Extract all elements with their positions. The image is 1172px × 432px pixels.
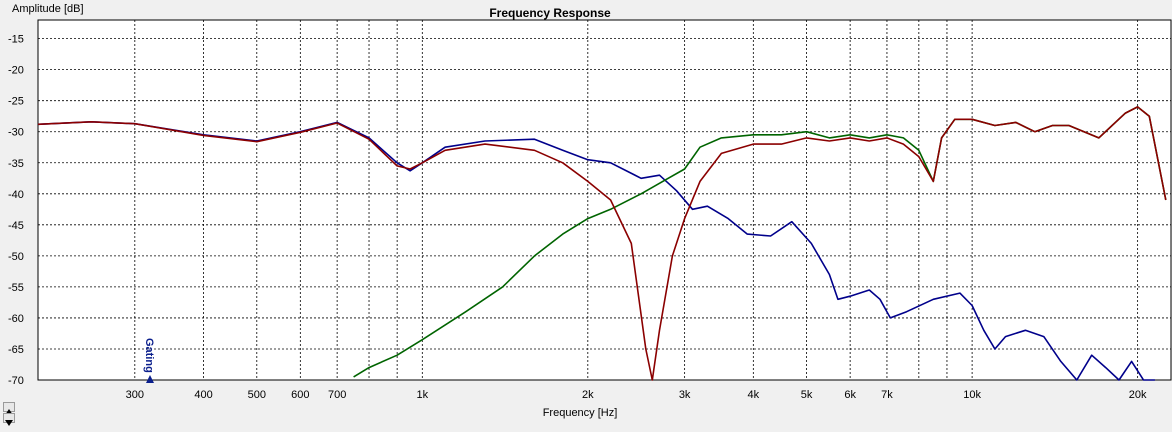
x-tick-label: 20k — [1129, 389, 1147, 401]
y-tick-label: -65 — [8, 344, 24, 356]
y-tick-label: -45 — [8, 220, 24, 232]
arrow-down-icon — [5, 420, 13, 426]
x-tick-label: 600 — [291, 389, 309, 401]
y-axis-label: Amplitude [dB] — [12, 3, 84, 15]
y-tick-label: -50 — [8, 251, 24, 263]
x-tick-label: 4k — [748, 389, 760, 401]
x-tick-label: 2k — [582, 389, 594, 401]
scroll-down-button[interactable] — [3, 413, 15, 426]
gating-label: Gating — [143, 338, 155, 373]
y-ticks: -15 -20 -25 -30 -35 -40 -45 -50 -55 -60 -65 -70 — [8, 34, 24, 387]
x-tick-label: 300 — [126, 389, 144, 401]
grid — [38, 20, 1171, 381]
x-tick-label: 500 — [248, 389, 266, 401]
x-axis-label: Frequency [Hz] — [543, 407, 618, 419]
scroll-up-button[interactable] — [3, 402, 15, 415]
x-tick-label: 400 — [194, 389, 212, 401]
x-tick-label: 3k — [679, 389, 691, 401]
x-ticks: 300 400 500 600 700 1k 2k 3k 4k 5k 6k 7k 10k 20k — [126, 389, 1147, 401]
x-tick-label: 1k — [416, 389, 428, 401]
x-tick-label: 6k — [844, 389, 856, 401]
gating-marker[interactable]: Gating — [143, 338, 155, 383]
chart-title: Frequency Response — [489, 6, 611, 20]
plot-area — [37, 19, 1172, 381]
x-tick-label: 7k — [881, 389, 893, 401]
gating-arrow-icon — [146, 375, 154, 383]
y-tick-label: -60 — [8, 313, 24, 325]
y-tick-label: -15 — [8, 34, 24, 46]
x-tick-label: 5k — [801, 389, 813, 401]
y-tick-label: -40 — [8, 189, 24, 201]
series-line-3 — [37, 106, 1167, 381]
series-group — [37, 106, 1167, 381]
y-tick-label: -35 — [8, 158, 24, 170]
x-tick-label: 10k — [963, 389, 981, 401]
y-tick-label: -70 — [8, 375, 24, 387]
series-line-1 — [37, 121, 1155, 381]
y-tick-label: -55 — [8, 282, 24, 294]
y-tick-label: -20 — [8, 65, 24, 77]
y-tick-label: -25 — [8, 96, 24, 108]
x-tick-label: 700 — [328, 389, 346, 401]
y-tick-label: -30 — [8, 127, 24, 139]
